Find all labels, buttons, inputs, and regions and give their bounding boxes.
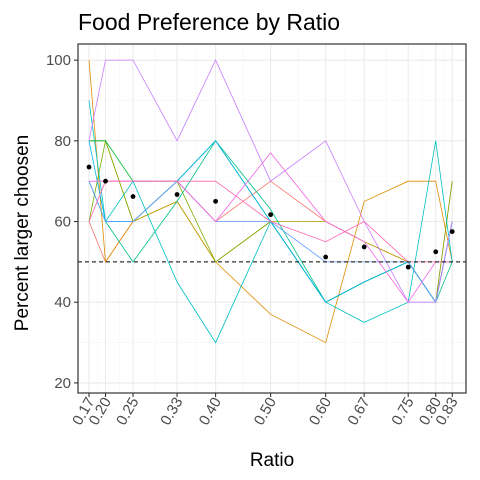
mean-point [361,244,367,250]
x-tick-label: 0.60 [306,395,335,429]
plot-panel-border [77,43,467,394]
mean-point [213,198,218,204]
x-tick-label: 0.33 [157,395,186,429]
chart-title: Food Preference by Ratio [78,9,340,35]
mean-point [323,254,329,260]
mean-point [103,178,108,184]
x-tick-label: 0.75 [388,395,417,429]
mean-points [86,164,455,270]
x-tick-label: 0.67 [344,395,373,429]
y-tick-label: 20 [54,375,71,392]
mean-point [433,249,439,255]
x-tick-label: 0.50 [251,395,280,429]
y-tick-label: 80 [54,133,71,150]
mean-point [130,194,136,199]
x-tick-label: 0.40 [196,395,225,429]
x-axis-ticks: 0.170.200.25 0.33 0.40 0.50 0.60 0.67 0.750.80… [69,393,462,428]
y-axis-label: Percent larger choosen [12,135,33,331]
mean-point [86,164,92,170]
x-axis-label: Ratio [250,450,294,471]
mean-point [268,212,274,218]
x-tick-label: 0.25 [113,395,142,429]
grid [78,44,466,393]
y-tick-label: 60 [54,214,71,231]
mean-point [174,192,180,197]
mean-point [405,264,411,270]
series-line-10 [88,59,453,303]
mean-point [449,229,455,235]
y-axis-ticks: 20 40 60 80 100 [46,52,78,392]
y-tick-label: 100 [46,52,71,69]
y-tick-label: 40 [54,294,71,311]
series-line-2 [88,60,453,344]
series-lines [88,59,453,344]
